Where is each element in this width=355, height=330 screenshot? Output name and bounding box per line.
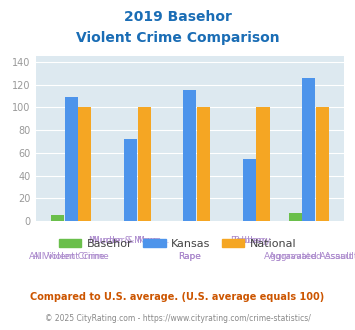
Text: All Violent Crime: All Violent Crime bbox=[33, 252, 109, 261]
Bar bbox=[78, 107, 91, 221]
Text: Murder & Mans...: Murder & Mans... bbox=[89, 236, 167, 245]
Bar bbox=[124, 139, 137, 221]
Text: Rape: Rape bbox=[179, 252, 201, 261]
Bar bbox=[184, 90, 196, 221]
Text: All Violent Crime: All Violent Crime bbox=[28, 252, 104, 261]
Text: Rape: Rape bbox=[179, 252, 201, 261]
Bar bbox=[243, 158, 256, 221]
Bar bbox=[197, 107, 210, 221]
Bar bbox=[65, 97, 78, 221]
Text: Murder & Mans...: Murder & Mans... bbox=[92, 236, 169, 245]
Text: © 2025 CityRating.com - https://www.cityrating.com/crime-statistics/: © 2025 CityRating.com - https://www.city… bbox=[45, 314, 310, 323]
Bar bbox=[51, 215, 64, 221]
Text: Aggravated Assault: Aggravated Assault bbox=[264, 252, 353, 261]
Legend: Basehor, Kansas, National: Basehor, Kansas, National bbox=[54, 235, 301, 253]
Text: 2019 Basehor: 2019 Basehor bbox=[124, 10, 231, 24]
Text: Robbery: Robbery bbox=[233, 236, 271, 245]
Bar bbox=[316, 107, 329, 221]
Text: Robbery: Robbery bbox=[230, 236, 268, 245]
Text: Aggravated Assault: Aggravated Assault bbox=[269, 252, 355, 261]
Bar bbox=[302, 78, 315, 221]
Text: Compared to U.S. average. (U.S. average equals 100): Compared to U.S. average. (U.S. average … bbox=[31, 292, 324, 302]
Text: Violent Crime Comparison: Violent Crime Comparison bbox=[76, 31, 279, 45]
Bar bbox=[289, 213, 302, 221]
Bar bbox=[256, 107, 269, 221]
Bar bbox=[138, 107, 151, 221]
